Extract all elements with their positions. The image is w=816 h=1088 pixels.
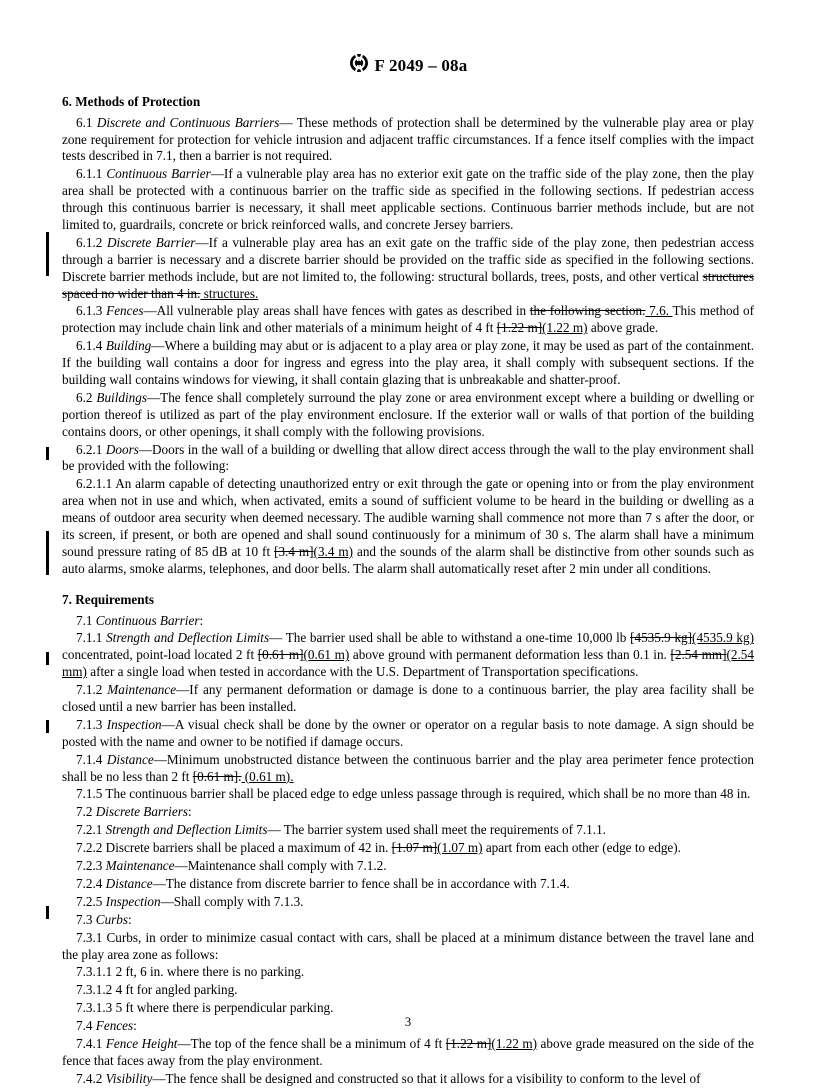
para-7-3-1: 7.3.1 Curbs, in order to minimize casual… (62, 930, 754, 964)
para-7-1-1: 7.1.1 Strength and Deflection Limits— Th… (62, 630, 754, 681)
para-7-3-1-2: 7.3.1.2 4 ft for angled parking. (62, 982, 754, 999)
section-7-title: 7. Requirements (62, 592, 754, 609)
para-7-3: 7.3 Curbs: (62, 912, 754, 929)
change-bar (46, 652, 49, 665)
page-number: 3 (0, 1014, 816, 1030)
para-7-2-1: 7.2.1 Strength and Deflection Limits— Th… (62, 822, 754, 839)
para-6-2-1: 6.2.1 Doors—Doors in the wall of a build… (62, 442, 754, 476)
change-bar (46, 906, 49, 919)
para-6-1: 6.1 Discrete and Continuous Barriers— Th… (62, 115, 754, 166)
para-6-1-3: 6.1.3 Fences—All vulnerable play areas s… (62, 303, 754, 337)
para-7-2: 7.2 Discrete Barriers: (62, 804, 754, 821)
change-bar (46, 720, 49, 733)
para-6-2: 6.2 Buildings—The fence shall completely… (62, 390, 754, 441)
para-6-1-2: 6.1.2 Discrete Barrier—If a vulnerable p… (62, 235, 754, 303)
change-bar (46, 232, 49, 276)
document-header: F 2049 – 08a (62, 54, 754, 80)
para-6-1-4: 6.1.4 Building—Where a building may abut… (62, 338, 754, 389)
para-7-4-1: 7.4.1 Fence Height—The top of the fence … (62, 1036, 754, 1070)
document-id: F 2049 – 08a (375, 56, 468, 75)
para-7-1: 7.1 Continuous Barrier: (62, 613, 754, 630)
change-bar (46, 447, 49, 460)
para-7-1-4: 7.1.4 Distance—Minimum unobstructed dist… (62, 752, 754, 786)
change-bar (46, 531, 49, 575)
para-7-3-1-1: 7.3.1.1 2 ft, 6 in. where there is no pa… (62, 964, 754, 981)
para-7-1-3: 7.1.3 Inspection—A visual check shall be… (62, 717, 754, 751)
para-7-2-3: 7.2.3 Maintenance—Maintenance shall comp… (62, 858, 754, 875)
para-7-2-4: 7.2.4 Distance—The distance from discret… (62, 876, 754, 893)
para-6-1-1: 6.1.1 Continuous Barrier—If a vulnerable… (62, 166, 754, 234)
para-7-1-5: 7.1.5 The continuous barrier shall be pl… (62, 786, 754, 803)
para-7-2-5: 7.2.5 Inspection—Shall comply with 7.1.3… (62, 894, 754, 911)
para-7-1-2: 7.1.2 Maintenance—If any permanent defor… (62, 682, 754, 716)
section-6-title: 6. Methods of Protection (62, 94, 754, 111)
para-7-4-2: 7.4.2 Visibility—The fence shall be desi… (62, 1071, 754, 1088)
astm-logo-icon (349, 53, 369, 79)
para-6-2-1-1: 6.2.1.1 An alarm capable of detecting un… (62, 476, 754, 577)
para-7-2-2: 7.2.2 Discrete barriers shall be placed … (62, 840, 754, 857)
